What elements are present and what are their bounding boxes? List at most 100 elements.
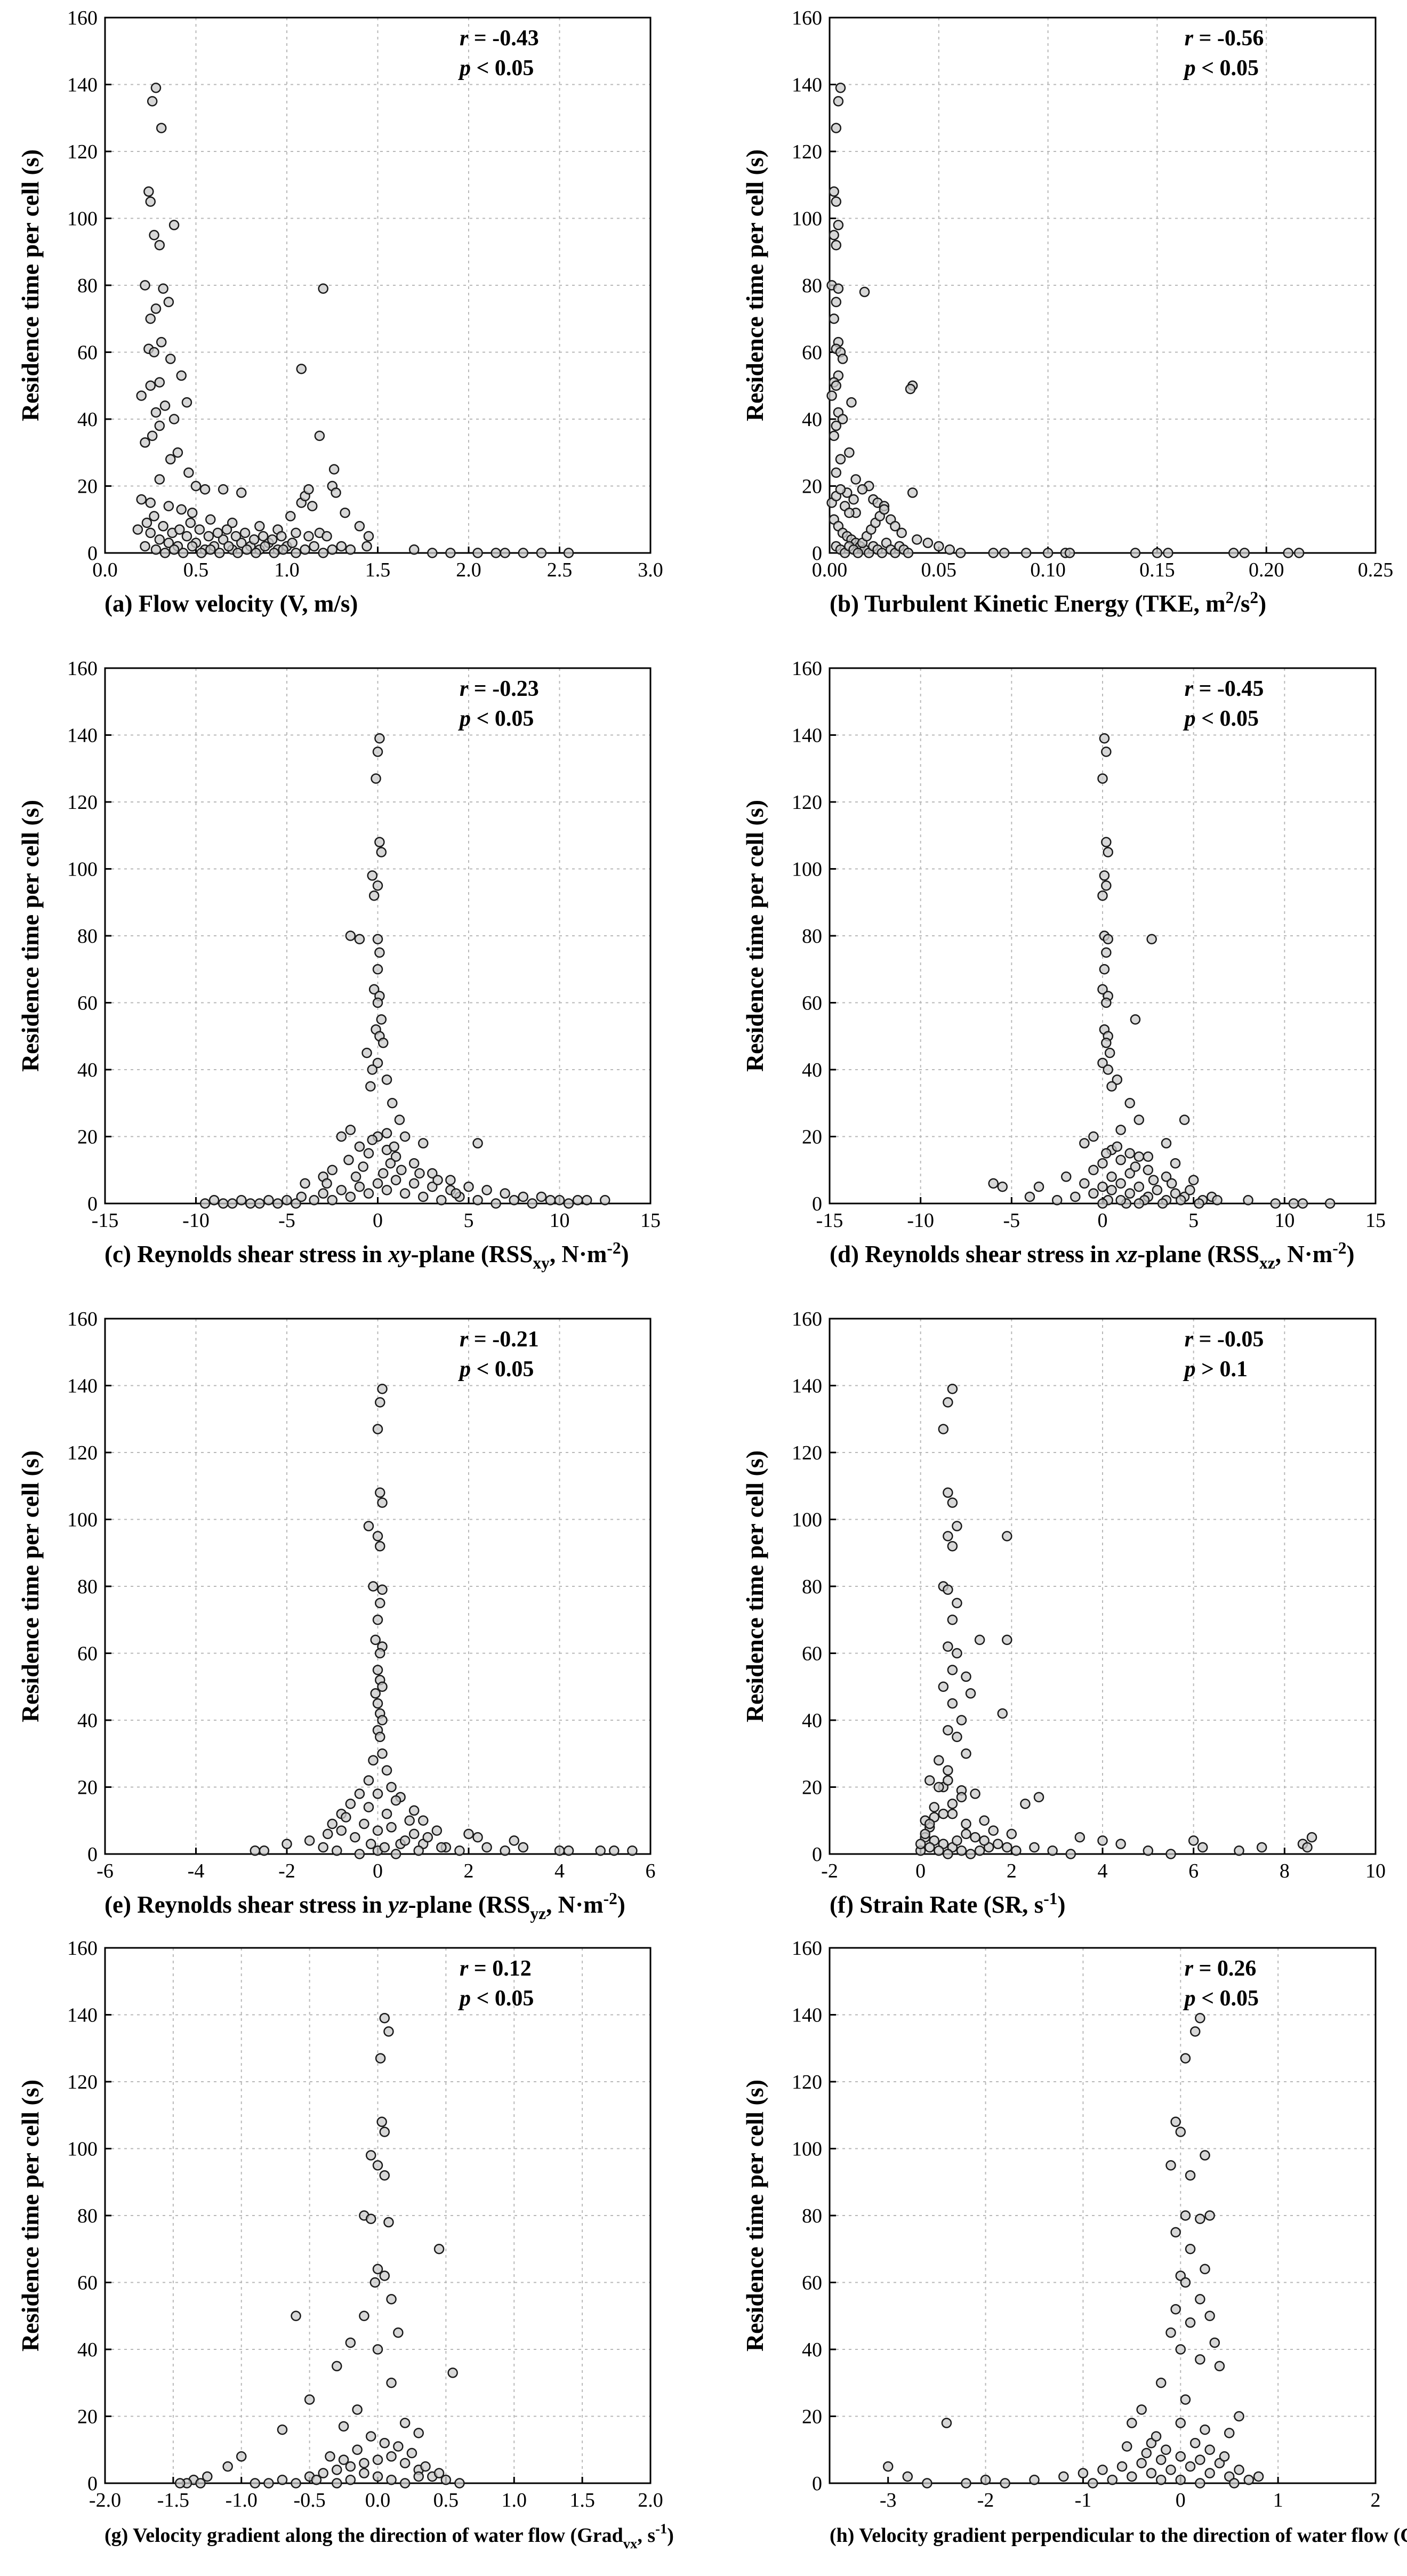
data-point <box>907 487 918 498</box>
y-tick-label: 80 <box>77 925 98 948</box>
data-point <box>1243 1194 1253 1206</box>
data-point <box>944 544 955 555</box>
data-point <box>433 2244 445 2254</box>
data-point <box>1224 2428 1235 2438</box>
points-g <box>174 2013 465 2489</box>
data-point <box>375 1731 385 1743</box>
data-point <box>1146 934 1157 945</box>
data-point <box>1195 2213 1205 2225</box>
data-point <box>831 467 842 478</box>
data-point <box>445 548 456 558</box>
data-point <box>393 2327 404 2338</box>
data-point <box>1228 548 1239 558</box>
data-point <box>372 1057 383 1069</box>
data-point <box>1195 2354 1205 2365</box>
y-tick-label: 120 <box>67 141 98 163</box>
data-point <box>1155 2378 1167 2388</box>
y-tick-label: 0 <box>812 542 822 565</box>
data-point <box>481 1185 492 1195</box>
data-point <box>282 1839 292 1849</box>
data-point <box>332 1845 342 1856</box>
panel-d: -15 -10 -5 0 5 10 15 0 20 40 60 80 100 120 140 160 Resid… <box>741 657 1386 1272</box>
caption-run: xy <box>388 1241 412 1267</box>
data-point <box>375 1648 385 1659</box>
data-point <box>367 870 378 881</box>
points-h <box>882 2013 1264 2489</box>
data-point <box>1103 847 1113 857</box>
data-point <box>375 1598 385 1609</box>
data-point <box>386 2451 397 2462</box>
data-point <box>536 548 547 558</box>
data-point <box>1103 934 1113 945</box>
data-point <box>208 1194 220 1206</box>
data-point <box>341 1812 351 1823</box>
data-point <box>327 1194 337 1206</box>
r-symbol: r <box>460 677 469 701</box>
caption-run: , N·m <box>1275 1241 1333 1267</box>
x-tick-label: 15 <box>640 1209 661 1232</box>
y-tick-label: 20 <box>802 1126 822 1149</box>
r-symbol: r <box>460 1327 469 1352</box>
data-point <box>844 447 855 458</box>
data-point <box>833 220 844 230</box>
data-point <box>154 534 165 545</box>
data-point <box>877 548 888 558</box>
data-point <box>934 541 944 552</box>
data-point <box>1239 548 1250 558</box>
x-tick-label: 2.0 <box>456 559 481 581</box>
data-point <box>826 390 837 401</box>
x-tick-label: 0 <box>915 1860 926 1882</box>
data-point <box>331 487 341 498</box>
data-point <box>1234 2465 1244 2475</box>
data-point <box>296 1191 307 1202</box>
data-point <box>947 1799 958 1809</box>
data-point <box>988 1825 999 1836</box>
data-point <box>377 1384 388 1394</box>
y-tick-label: 60 <box>802 342 822 364</box>
data-point <box>377 1038 389 1048</box>
data-point <box>1121 2441 1132 2452</box>
data-point <box>181 531 192 542</box>
data-point <box>1234 1845 1244 1856</box>
y-tick-label: 0 <box>87 542 98 565</box>
data-point <box>1293 548 1305 558</box>
data-point <box>943 1765 953 1776</box>
x-tick-label: -10 <box>182 1209 210 1232</box>
x-tick-label: -6 <box>97 1860 114 1882</box>
data-point <box>545 1194 556 1206</box>
data-point <box>332 2361 342 2372</box>
x-tick-label: 2.5 <box>547 559 573 581</box>
y-tick-label: 80 <box>802 2205 822 2227</box>
y-tick-label: 60 <box>802 2272 822 2294</box>
r-value: r = 0.26 <box>1185 1956 1257 1981</box>
data-point <box>554 1194 565 1206</box>
data-point <box>1101 1038 1112 1048</box>
data-point <box>915 1839 926 1849</box>
data-point <box>947 1540 958 1552</box>
data-point <box>156 336 167 348</box>
data-point <box>372 1788 383 1799</box>
data-point <box>212 527 223 539</box>
data-point <box>1170 2304 1181 2315</box>
data-point <box>1097 1057 1108 1069</box>
data-point <box>132 524 143 535</box>
data-point <box>1302 1842 1313 1853</box>
y-tick-label: 40 <box>802 408 822 431</box>
data-point <box>970 1788 980 1799</box>
data-point <box>829 186 839 197</box>
y-axis-label: Residence time per cell (s) <box>17 149 44 421</box>
p-value-text: > 0.1 <box>1196 1357 1248 1382</box>
data-point <box>943 1641 953 1652</box>
data-point <box>372 1825 383 1836</box>
data-point <box>1002 1634 1012 1646</box>
data-point <box>140 280 150 291</box>
y-tick-label: 100 <box>792 208 822 230</box>
data-point <box>1214 2361 1225 2372</box>
data-point <box>205 514 216 525</box>
x-tick-label: 0 <box>373 1860 383 1882</box>
data-point <box>1088 1188 1099 1199</box>
r-value: r = -0.45 <box>1185 677 1264 701</box>
data-point <box>278 544 288 555</box>
caption-run: -2 <box>604 1889 617 1908</box>
data-point <box>1060 1171 1072 1182</box>
